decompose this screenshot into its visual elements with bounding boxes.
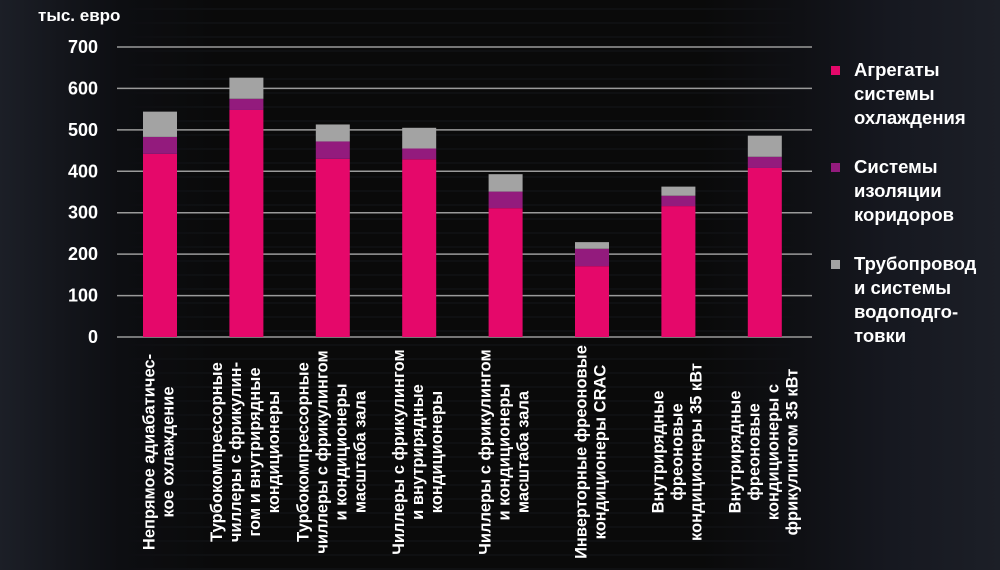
bar-segment xyxy=(661,186,696,196)
y-tick-label: 500 xyxy=(68,120,98,140)
bar-stack xyxy=(315,124,350,337)
legend-swatch xyxy=(831,163,840,172)
bar-segment xyxy=(229,77,264,99)
legend-label: и системы xyxy=(854,277,951,298)
bar-segment xyxy=(229,98,264,110)
bar-segment xyxy=(143,111,177,137)
x-tick-label: Турбокомпрессорные чиллеры с фрикулингом и… xyxy=(294,350,369,553)
bar-segment xyxy=(661,195,696,207)
y-tick-label: 100 xyxy=(68,286,98,306)
legend-swatch xyxy=(831,66,840,75)
x-tick-label-line: чиллеры с фрикулингом xyxy=(313,350,331,553)
x-tick-label-line: чиллеры с фрикулин- xyxy=(227,362,245,542)
bar-segment xyxy=(143,153,177,337)
x-tick-label: Чиллеры с фрикулингом и внутрирядные конди… xyxy=(390,349,446,554)
x-tick-label-line: кондиционеры xyxy=(428,391,446,513)
y-tick-label: 600 xyxy=(68,78,98,98)
bar-segment xyxy=(143,136,177,154)
x-tick-label: Чиллеры с фрикулингом и кондиционеры масшт… xyxy=(477,349,533,554)
x-tick-label-line: фреоновые xyxy=(668,403,686,500)
legend-item: Агрегаты системы охлаждения xyxy=(831,59,966,128)
x-tick-label-line: Внутрирядные xyxy=(649,391,667,514)
x-tick-label: Внутрирядные фреоновые кондиционеры 35 кВт xyxy=(649,363,705,541)
x-tick-label-line: Чиллеры с фрикулингом xyxy=(477,349,495,554)
legend-label: товки xyxy=(854,325,906,346)
bar-segment xyxy=(402,127,437,149)
legend-label: водоподго- xyxy=(854,301,958,322)
bar-stack xyxy=(575,242,609,337)
bar-stack xyxy=(747,135,782,337)
x-tick-label-line: Чиллеры с фрикулингом xyxy=(390,349,408,554)
bar-stack xyxy=(229,77,264,337)
x-tick-label-line: масштаба зала xyxy=(515,390,533,513)
bar-segment xyxy=(488,191,523,209)
legend-label: изоляции xyxy=(854,180,942,201)
y-tick-label: 0 xyxy=(88,327,98,347)
bar-segment xyxy=(488,208,523,337)
x-tick-label-line: кондиционеры 35 кВт xyxy=(687,363,705,541)
x-tick-label: Инверторные фреоновые кондиционеры CRAC xyxy=(573,345,610,559)
bar-segment xyxy=(747,135,782,157)
legend-swatch xyxy=(831,260,840,269)
bar-segment xyxy=(488,174,523,192)
x-tick-label: Внутрирядные фреоновые кондиционеры с фрику… xyxy=(726,369,801,536)
x-tick-label-line: и кондиционеры xyxy=(332,383,350,520)
bar-segment xyxy=(315,158,350,337)
legend-label: Трубопровод xyxy=(854,253,977,274)
y-tick-label: 200 xyxy=(68,244,98,264)
bar-segment xyxy=(402,148,437,160)
x-tick-label-line: кое охлаждение xyxy=(160,386,178,517)
x-tick-label-line: фрикулингом 35 кВт xyxy=(783,369,801,536)
y-tick-label: 400 xyxy=(68,161,98,181)
y-tick-label: 700 xyxy=(68,37,98,57)
x-tick-label-line: кондиционеры с xyxy=(764,384,782,520)
x-tick-label-line: Турбокомпрессорные xyxy=(208,362,226,542)
x-tick-label-line: Инверторные фреоновые xyxy=(573,345,591,559)
bar-stack xyxy=(661,186,696,337)
y-tick-label: 300 xyxy=(68,203,98,223)
x-tick-label-line: Внутрирядные xyxy=(726,391,744,514)
x-tick-label-line: масштаба зала xyxy=(351,390,369,513)
legend-label: Агрегаты xyxy=(854,59,940,80)
legend-item: Системы изоляции коридоров xyxy=(831,156,954,225)
bar-stack xyxy=(402,127,437,337)
bar-stack xyxy=(143,111,177,337)
y-axis-label: тыс. евро xyxy=(38,6,120,25)
bar-segment xyxy=(575,248,609,267)
x-tick-label-line: фреоновые xyxy=(745,403,763,500)
bar-segment xyxy=(575,242,609,249)
legend-label: системы xyxy=(854,83,935,104)
legend-label: охлаждения xyxy=(854,107,966,128)
bar-segment xyxy=(315,124,350,142)
legend-label: Системы xyxy=(854,156,938,177)
x-tick-label: Непрямое адиабатичес-кое охлаждение xyxy=(141,354,178,550)
bar-segment xyxy=(315,141,350,159)
bar-segment xyxy=(747,167,782,337)
x-tick-label-line: и внутрирядные xyxy=(409,384,427,520)
x-tick-label: Турбокомпрессорные чиллеры с фрикулин-гом… xyxy=(208,362,283,542)
x-tick-label-line: кондиционеры xyxy=(265,391,283,513)
x-tick-label-line: кондиционеры CRAC xyxy=(592,365,610,540)
x-tick-label-line: Непрямое адиабатичес- xyxy=(141,354,159,550)
legend-item: Трубопровод и системы водоподго-товки xyxy=(831,253,977,346)
bar-segment xyxy=(575,266,609,337)
bar-segment xyxy=(747,156,782,168)
bar-segment xyxy=(661,206,696,337)
bar-segment xyxy=(229,109,264,337)
bar-segment xyxy=(402,159,437,337)
legend-label: коридоров xyxy=(854,204,954,225)
x-tick-label-line: Турбокомпрессорные xyxy=(294,362,312,542)
x-tick-label-line: и кондиционеры xyxy=(496,383,514,520)
bar-stack xyxy=(488,174,523,337)
x-tick-label-line: гом и внутрирядные xyxy=(246,367,264,536)
